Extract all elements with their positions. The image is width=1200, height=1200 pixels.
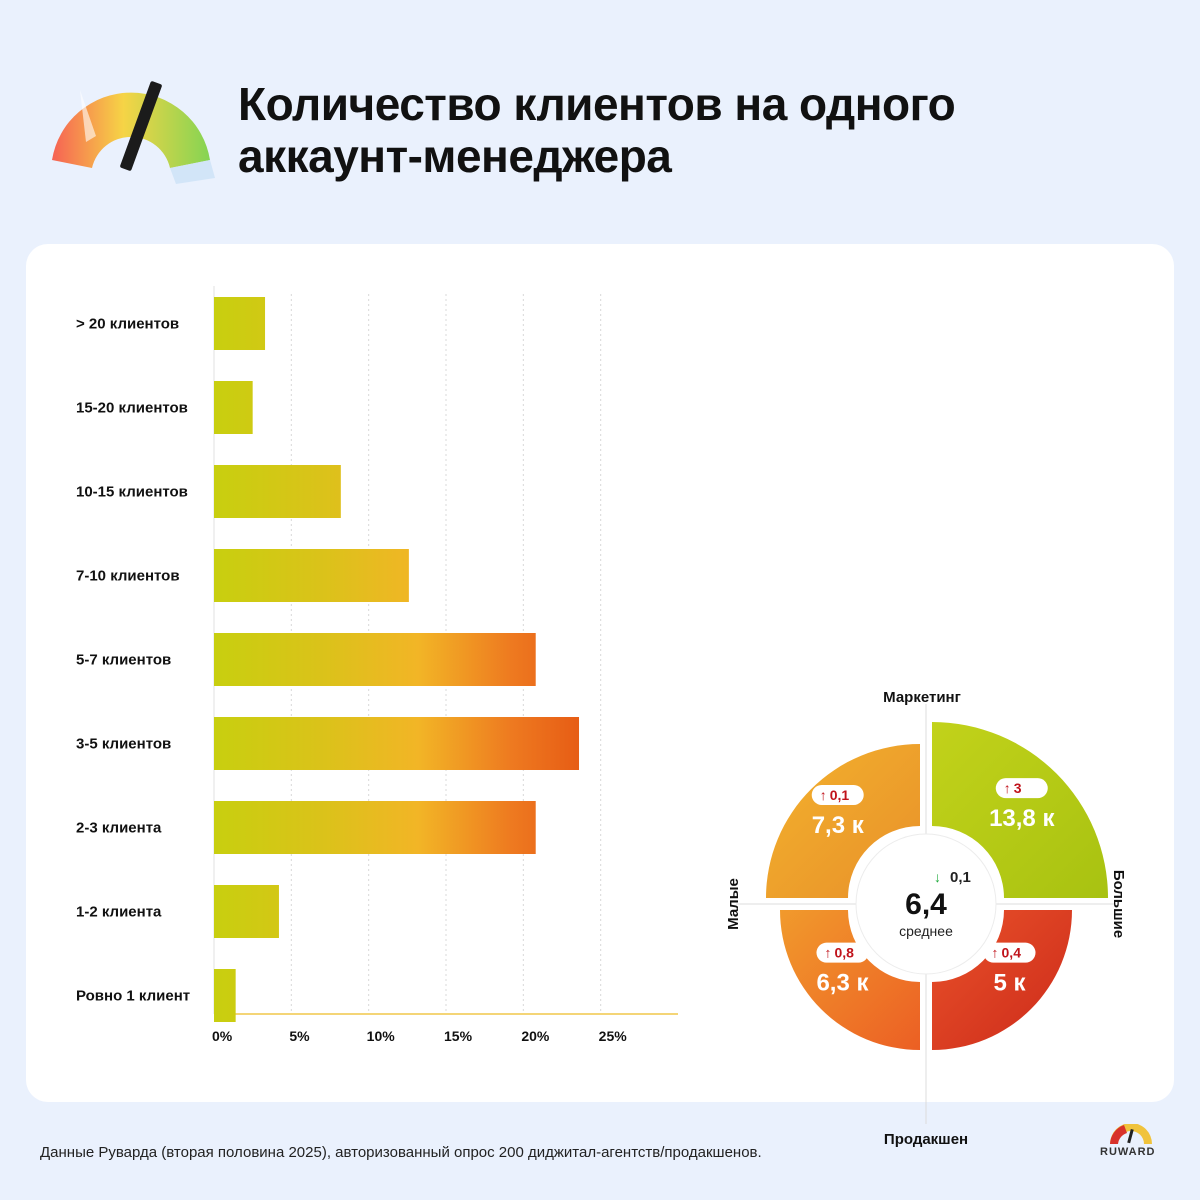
- category-label: > 20 клиентов: [76, 316, 179, 333]
- axis-label-left: Малые: [725, 878, 742, 930]
- title-line-1: Количество клиентов на одного: [238, 78, 956, 130]
- center-label: среднее: [899, 923, 953, 939]
- segment-bottom-left: [780, 910, 920, 1050]
- up-arrow-icon: ↑: [820, 787, 827, 803]
- delta-value: 0,8: [834, 945, 854, 961]
- bar: [214, 801, 536, 854]
- delta-badge: [995, 778, 1048, 799]
- x-tick-label: 20%: [521, 1028, 550, 1044]
- delta-badge: [983, 942, 1036, 963]
- category-label: 7-10 клиентов: [76, 568, 180, 585]
- segment-bottom-right: [932, 910, 1072, 1050]
- bar: [214, 381, 253, 434]
- down-arrow-icon: ↓: [934, 869, 941, 885]
- bar: [214, 969, 236, 1022]
- segment-top-left: [766, 744, 920, 898]
- category-label: 1-2 клиента: [76, 904, 162, 921]
- category-label: 3-5 клиентов: [76, 736, 171, 753]
- brand-name: RUWARD: [1100, 1146, 1156, 1158]
- delta-badge: [811, 784, 864, 805]
- up-arrow-icon: ↑: [1004, 780, 1011, 796]
- page-title: Количество клиентов на одного аккаунт-ме…: [238, 78, 1138, 182]
- segment-value: 5 к: [994, 970, 1027, 997]
- title-line-2: аккаунт-менеджера: [238, 130, 672, 182]
- x-tick-label: 15%: [444, 1028, 473, 1044]
- delta-value: 0,1: [830, 787, 850, 803]
- segment-value: 6,3 к: [816, 970, 869, 997]
- axis-label-bottom: Продакшен: [884, 1131, 968, 1148]
- category-label: 10-15 клиентов: [76, 484, 188, 501]
- axis-label-right: Большие: [1110, 870, 1127, 938]
- up-arrow-icon: ↑: [992, 945, 999, 961]
- bar: [214, 717, 580, 770]
- bar: [214, 297, 266, 350]
- category-label: 15-20 клиентов: [76, 400, 188, 417]
- x-tick-label: 10%: [367, 1028, 396, 1044]
- bar: [214, 465, 341, 518]
- bar: [214, 549, 409, 602]
- gauge-logo-icon: [52, 81, 215, 184]
- chart-card: > 20 клиентов 15-20 клиентов 10-15 клиенто…: [26, 244, 1174, 1148]
- ruward-logo-icon: [1110, 1124, 1152, 1144]
- up-arrow-icon: ↑: [824, 945, 831, 961]
- footer-note: Данные Руварда (вторая половина 2025), а…: [40, 1144, 762, 1161]
- center-value: 6,4: [905, 888, 947, 921]
- x-tick-label: 25%: [599, 1028, 628, 1044]
- segment-top-right: [932, 722, 1108, 898]
- center-circle: [855, 833, 997, 975]
- delta-badge: [816, 942, 869, 963]
- x-tick-label: 0%: [212, 1028, 233, 1044]
- delta-value: 3: [1014, 780, 1022, 796]
- bar: [214, 633, 536, 686]
- segment-value: 13,8 к: [989, 805, 1055, 832]
- x-tick-label: 5%: [289, 1028, 310, 1044]
- category-label: 5-7 клиентов: [76, 652, 171, 669]
- bar: [214, 885, 279, 938]
- category-label: Ровно 1 клиент: [76, 988, 190, 1005]
- category-label: 2-3 клиента: [76, 820, 162, 837]
- axis-label-top: Маркетинг: [883, 689, 961, 706]
- segment-value: 7,3 к: [812, 812, 865, 839]
- quadrant-chart: ↑ 313,8 к↑ 0,17,3 к↑ 0,86,3 к↑ 0,45 к↓ 0,16,4…: [725, 689, 1127, 1148]
- delta-value: 0,4: [1002, 945, 1022, 961]
- bar-chart: > 20 клиентов 15-20 клиентов 10-15 клиенто…: [76, 286, 678, 1044]
- center-delta: 0,1: [950, 869, 971, 886]
